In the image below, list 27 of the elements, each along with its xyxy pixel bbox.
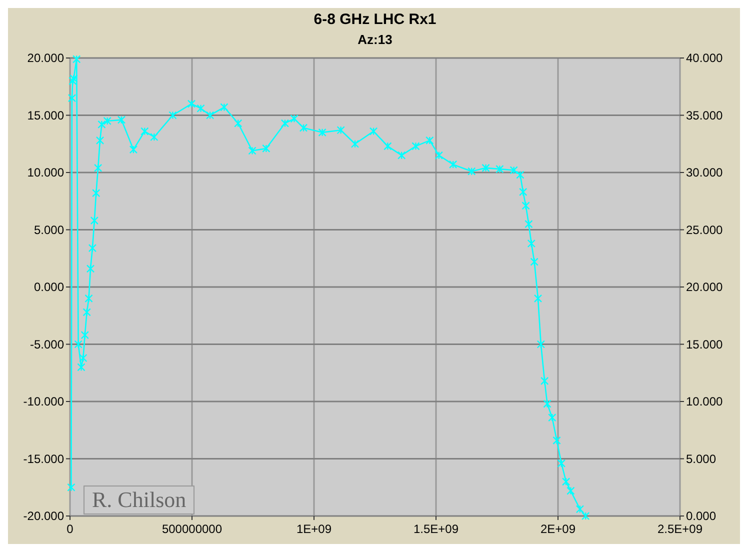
- annotation: R. Chilson: [92, 487, 186, 512]
- y-tick-label: -5.000: [30, 337, 64, 352]
- x-tick-label: 1E+09: [296, 522, 332, 536]
- y-tick-label: -15.000: [23, 452, 64, 466]
- x-tick-label: 1.5E+09: [413, 522, 459, 536]
- x-tick-label: 2.5E+09: [657, 522, 703, 536]
- x-tick-label: 500000000: [162, 522, 222, 536]
- y-tick-label: 15.000: [27, 108, 64, 122]
- y-tick-label: -10.000: [23, 394, 64, 408]
- x-tick-label: 0: [66, 522, 74, 536]
- y-tick-label: 0.000: [34, 280, 64, 294]
- y-tick-label: 5.000: [34, 222, 64, 237]
- y2-tick-label: 5.000: [686, 452, 716, 466]
- y2-tick-label: 15.000: [686, 337, 724, 352]
- x-tick-label: 2E+09: [540, 522, 576, 536]
- y2-tick-label: 0.000: [686, 509, 716, 523]
- y-tick-label: 10.000: [27, 166, 64, 180]
- y-tick-label: 20.000: [27, 51, 64, 65]
- y2-tick-label: 30.000: [686, 166, 724, 180]
- chart-subtitle: Az:13: [358, 32, 392, 47]
- y2-tick-label: 40.000: [686, 51, 724, 65]
- y2-tick-label: 10.000: [686, 394, 724, 408]
- y-tick-label: -20.000: [23, 509, 64, 523]
- y2-tick-label: 35.000: [686, 108, 724, 122]
- y2-tick-label: 25.000: [686, 222, 724, 237]
- chart-title: 6-8 GHz LHC Rx1: [314, 11, 436, 28]
- y2-tick-label: 20.000: [686, 280, 724, 294]
